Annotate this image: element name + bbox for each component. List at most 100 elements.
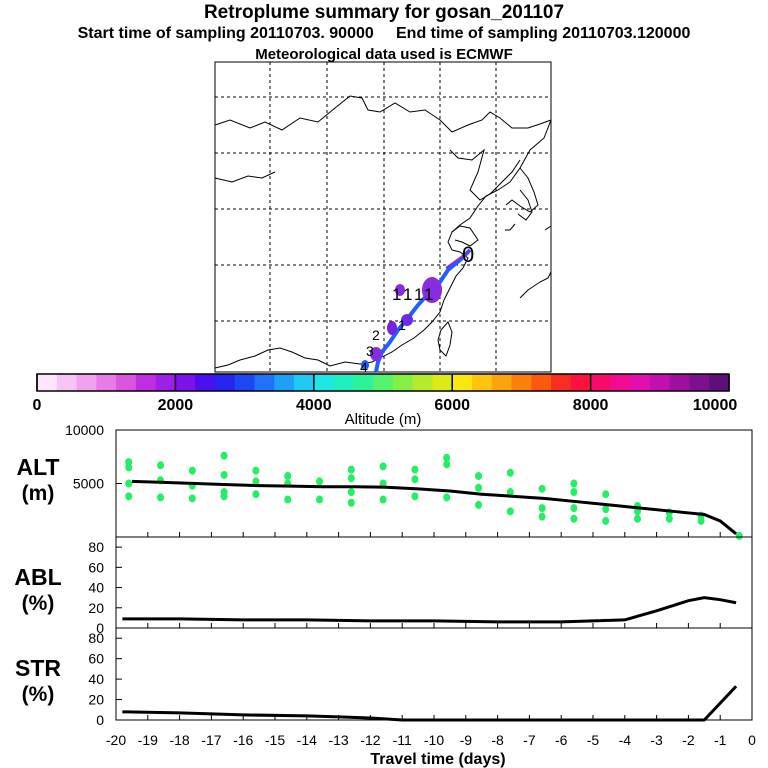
trajectory-point	[735, 531, 743, 540]
colorbar-swatch	[254, 374, 275, 391]
colorbar-swatch	[313, 374, 335, 391]
y-axis-label-unit: (%)	[22, 592, 55, 615]
colorbar-swatch	[76, 374, 97, 391]
colorbar-swatch	[373, 374, 394, 391]
colorbar-swatch	[570, 374, 592, 391]
trajectory-point	[634, 514, 642, 523]
map-day-label: 2	[372, 327, 380, 343]
trajectory-point	[570, 514, 578, 523]
trajectory-point	[347, 465, 355, 474]
trajectory-point	[443, 493, 451, 502]
trajectory-point	[506, 507, 514, 516]
trajectory-point	[188, 494, 196, 503]
x-tick-label: -17	[201, 732, 221, 748]
colorbar-swatch	[689, 374, 710, 391]
trajectory-point	[411, 465, 419, 474]
plume-marker	[401, 314, 413, 326]
trajectory-point	[157, 461, 165, 470]
map-grid	[215, 62, 551, 372]
map-day-label: 1	[424, 285, 433, 304]
colorbar-swatch	[610, 374, 631, 391]
trajectory-point	[475, 472, 483, 481]
plume-track: 0 1 1 1 1 1 2 3 4	[360, 242, 474, 375]
colorbar-swatch	[155, 374, 176, 391]
x-tick-label: 0	[748, 732, 756, 748]
trajectory-point	[284, 495, 292, 504]
trajectory-point	[220, 451, 228, 460]
trajectory-point	[475, 500, 483, 509]
plume-marker	[361, 360, 369, 370]
map-day-label: 4	[360, 359, 368, 375]
y-tick-label: 0	[96, 620, 104, 636]
trajectory-point	[411, 492, 419, 501]
trajectory-point	[538, 512, 546, 521]
x-tick-label: -15	[265, 732, 285, 748]
colorbar-tick-label: 2000	[158, 397, 194, 414]
colorbar-swatch	[135, 374, 157, 391]
y-axis-label: ABL	[14, 564, 61, 590]
plume-marker	[370, 347, 382, 361]
x-tick-label: -20	[106, 732, 126, 748]
y-tick-label: 10000	[65, 422, 104, 438]
x-tick-label: -7	[523, 732, 536, 748]
map-day-label: 1	[403, 285, 412, 304]
colorbar-swatch	[551, 374, 572, 391]
colorbar-swatch	[214, 374, 236, 391]
y-tick-label: 80	[88, 630, 104, 646]
trajectory-point	[316, 495, 324, 504]
colorbar-swatch	[452, 374, 473, 391]
map-panel: 0 1 1 1 1 1 2 3 4	[214, 61, 552, 375]
x-tick-label: -1	[714, 732, 727, 748]
y-axis-label-unit: (m)	[22, 482, 55, 505]
colorbar-swatch	[471, 374, 493, 391]
trajectory-point	[125, 479, 133, 488]
y-tick-label: 20	[88, 600, 104, 616]
x-tick-label: -11	[393, 732, 412, 748]
y-axis-label: ALT	[16, 454, 59, 480]
plume-marker	[422, 277, 442, 303]
trajectory-point	[602, 490, 610, 499]
map-day-label: 1	[392, 285, 401, 304]
x-tick-label: -12	[360, 732, 380, 748]
trajectory-point	[252, 490, 260, 499]
colorbar-tick-label: 0	[33, 397, 42, 414]
colorbar-swatch	[96, 374, 117, 391]
x-tick-label: -3	[650, 732, 663, 748]
trajectory-point	[665, 514, 673, 523]
x-tick-label: -4	[619, 732, 632, 748]
x-tick-label: -5	[587, 732, 600, 748]
colorbar-tick-label: 6000	[434, 397, 470, 414]
colorbar-swatch	[294, 374, 315, 391]
x-tick-label: -6	[555, 732, 568, 748]
series-line	[122, 685, 738, 722]
colorbar-swatch	[175, 374, 196, 391]
trajectory-point	[475, 483, 483, 492]
trajectory-point	[570, 504, 578, 513]
x-tick-label: -8	[491, 732, 504, 748]
colorbar-swatch	[491, 374, 513, 391]
x-tick-label: -18	[169, 732, 189, 748]
trajectory-point	[570, 479, 578, 488]
colorbar-swatch	[531, 374, 552, 391]
abl-panel: 80 60 40 20 0 ABL(%)	[14, 536, 753, 636]
y-tick-label: 0	[96, 712, 104, 728]
trajectory-point	[220, 470, 228, 479]
colorbar-swatch	[669, 374, 690, 391]
x-tick-label: -10	[424, 732, 444, 748]
map-day-label: 3	[366, 343, 374, 359]
colorbar-tick-label: 8000	[573, 397, 609, 414]
chart-title: Retroplume summary for gosan_201107	[203, 2, 565, 23]
y-tick-label: 40	[88, 580, 104, 596]
y-tick-label: 80	[88, 539, 104, 555]
colorbar-swatch	[195, 374, 216, 391]
trajectory-point	[157, 493, 165, 502]
colorbar-swatch	[590, 374, 611, 391]
colorbar-swatch	[709, 374, 730, 391]
colorbar-swatch	[37, 374, 58, 391]
trajectory-point	[411, 475, 419, 484]
x-tick-label: -16	[233, 732, 253, 748]
colorbar-swatch	[392, 374, 414, 391]
plume-marker	[387, 321, 397, 335]
sampling-time-line: Start time of sampling 20110703. 90000 E…	[77, 25, 691, 42]
